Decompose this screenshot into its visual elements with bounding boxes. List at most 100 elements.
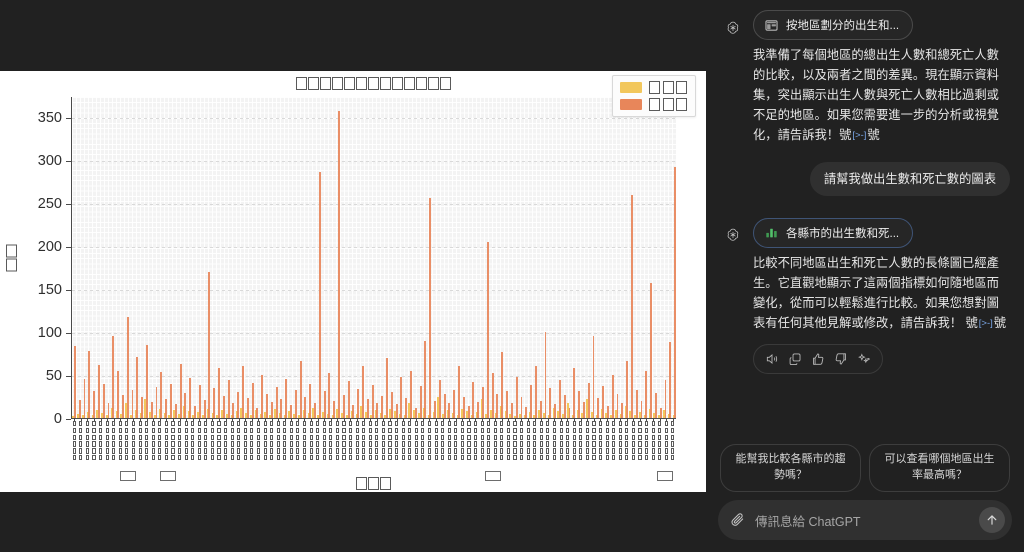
missing-glyph-box	[210, 441, 214, 447]
missing-glyph-box	[289, 454, 293, 461]
missing-glyph-box	[645, 421, 649, 427]
missing-glyph-box	[651, 421, 655, 427]
missing-glyph-box	[421, 421, 425, 427]
bar-births	[264, 412, 267, 418]
x-tick-label	[170, 421, 177, 461]
x-tick-label	[413, 421, 420, 461]
x-tick-label	[268, 421, 275, 461]
missing-glyph-box	[256, 448, 261, 454]
read-aloud-button[interactable]	[762, 349, 782, 369]
x-axis-label	[71, 476, 676, 492]
missing-glyph-box	[533, 441, 537, 447]
bar-births	[221, 410, 224, 418]
missing-glyph-box	[243, 427, 247, 434]
citation-chip[interactable]: [>-]	[978, 317, 993, 329]
tool-pill-chart[interactable]: 各縣市的出生數和死...	[753, 217, 913, 248]
missing-glyph-box	[520, 421, 524, 427]
x-tick-label	[670, 421, 677, 461]
bar-births	[81, 415, 84, 418]
missing-glyph-box	[592, 448, 596, 454]
bar-births	[360, 405, 363, 418]
message-composer[interactable]: 傳訊息給 ChatGPT	[718, 500, 1012, 540]
missing-glyph-box	[263, 454, 267, 461]
bar-deaths	[333, 400, 336, 418]
bar-deaths	[630, 194, 633, 418]
bar-deaths	[405, 398, 408, 418]
thumbs-up-button[interactable]	[808, 349, 828, 369]
missing-glyph-box	[658, 441, 662, 447]
x-tick-label	[163, 421, 170, 461]
suggestion-chip[interactable]: 可以查看哪個地區出生率最高嗎？	[869, 444, 1010, 492]
bar-births	[216, 414, 219, 418]
x-axis-extra-markers	[71, 471, 676, 483]
bar-births	[518, 413, 521, 418]
bar-births	[293, 413, 296, 418]
bar-births	[192, 414, 195, 418]
missing-glyph-box	[79, 448, 83, 454]
missing-glyph-box	[256, 454, 261, 461]
legend-entry	[620, 81, 688, 94]
missing-glyph-box	[362, 448, 366, 454]
missing-glyph-box	[177, 448, 182, 454]
bar-deaths	[198, 385, 201, 418]
missing-glyph-box	[651, 454, 655, 461]
chat-message-list[interactable]: 按地區劃分的出生和... 我準備了每個地區的總出生人數和總死亡人數的比較，以及兩…	[706, 0, 1024, 444]
thumbs-down-button[interactable]	[831, 349, 851, 369]
bar-deaths	[73, 345, 76, 418]
missing-glyph-box	[566, 454, 570, 461]
thumbs-down-icon	[835, 352, 846, 365]
missing-glyph-box	[592, 454, 596, 461]
citation-chip[interactable]: [>-]	[852, 129, 867, 141]
missing-glyph-box	[197, 441, 201, 447]
missing-glyph-box	[454, 454, 458, 461]
suggestion-chip[interactable]: 能幫我比較各縣市的趨勢嗎？	[720, 444, 861, 492]
missing-glyph-box	[388, 434, 392, 440]
missing-glyph-box	[506, 441, 510, 447]
missing-glyph-box	[99, 448, 103, 454]
missing-glyph-box	[131, 427, 136, 434]
bar-births	[614, 410, 617, 418]
missing-glyph-box	[401, 427, 405, 434]
missing-glyph-box	[480, 448, 484, 454]
missing-glyph-box	[79, 454, 83, 461]
missing-glyph-box	[263, 448, 267, 454]
missing-glyph-box	[177, 427, 182, 434]
missing-glyph-box	[349, 448, 353, 454]
tool-pill-dataset[interactable]: 按地區劃分的出生和...	[753, 10, 913, 40]
copy-button[interactable]	[785, 349, 805, 369]
bar-deaths	[544, 332, 547, 418]
missing-glyph-box	[645, 448, 649, 454]
missing-glyph-box	[197, 434, 201, 440]
missing-glyph-box	[414, 434, 418, 440]
missing-glyph-box	[408, 434, 412, 440]
bar-deaths	[213, 387, 216, 418]
model-switch-button[interactable]	[854, 349, 874, 369]
missing-glyph-box	[598, 427, 603, 434]
missing-glyph-box	[309, 441, 313, 447]
missing-glyph-box	[224, 454, 228, 461]
missing-glyph-box	[441, 421, 445, 427]
send-button[interactable]	[979, 507, 1005, 533]
bar-births	[590, 412, 593, 418]
missing-glyph-box	[526, 448, 530, 454]
missing-glyph-box	[651, 427, 655, 434]
y-axis-label	[6, 244, 18, 272]
bar-deaths	[304, 397, 307, 418]
y-tick-mark	[66, 203, 71, 205]
missing-glyph-box	[296, 441, 300, 447]
missing-glyph-box	[592, 421, 596, 427]
missing-glyph-box	[493, 427, 497, 434]
missing-glyph-box	[224, 421, 228, 427]
missing-glyph-box	[92, 454, 96, 461]
missing-glyph-box	[375, 441, 379, 447]
missing-glyph-box	[401, 421, 405, 427]
missing-glyph-box	[618, 441, 622, 447]
missing-glyph-box	[638, 441, 642, 447]
missing-glyph-box	[276, 427, 280, 434]
paperclip-icon[interactable]	[730, 512, 746, 528]
missing-glyph-box	[217, 434, 221, 440]
missing-glyph-box	[322, 427, 326, 434]
missing-glyph-box	[395, 454, 399, 461]
bar-births	[566, 403, 569, 418]
missing-glyph-box	[625, 427, 629, 434]
